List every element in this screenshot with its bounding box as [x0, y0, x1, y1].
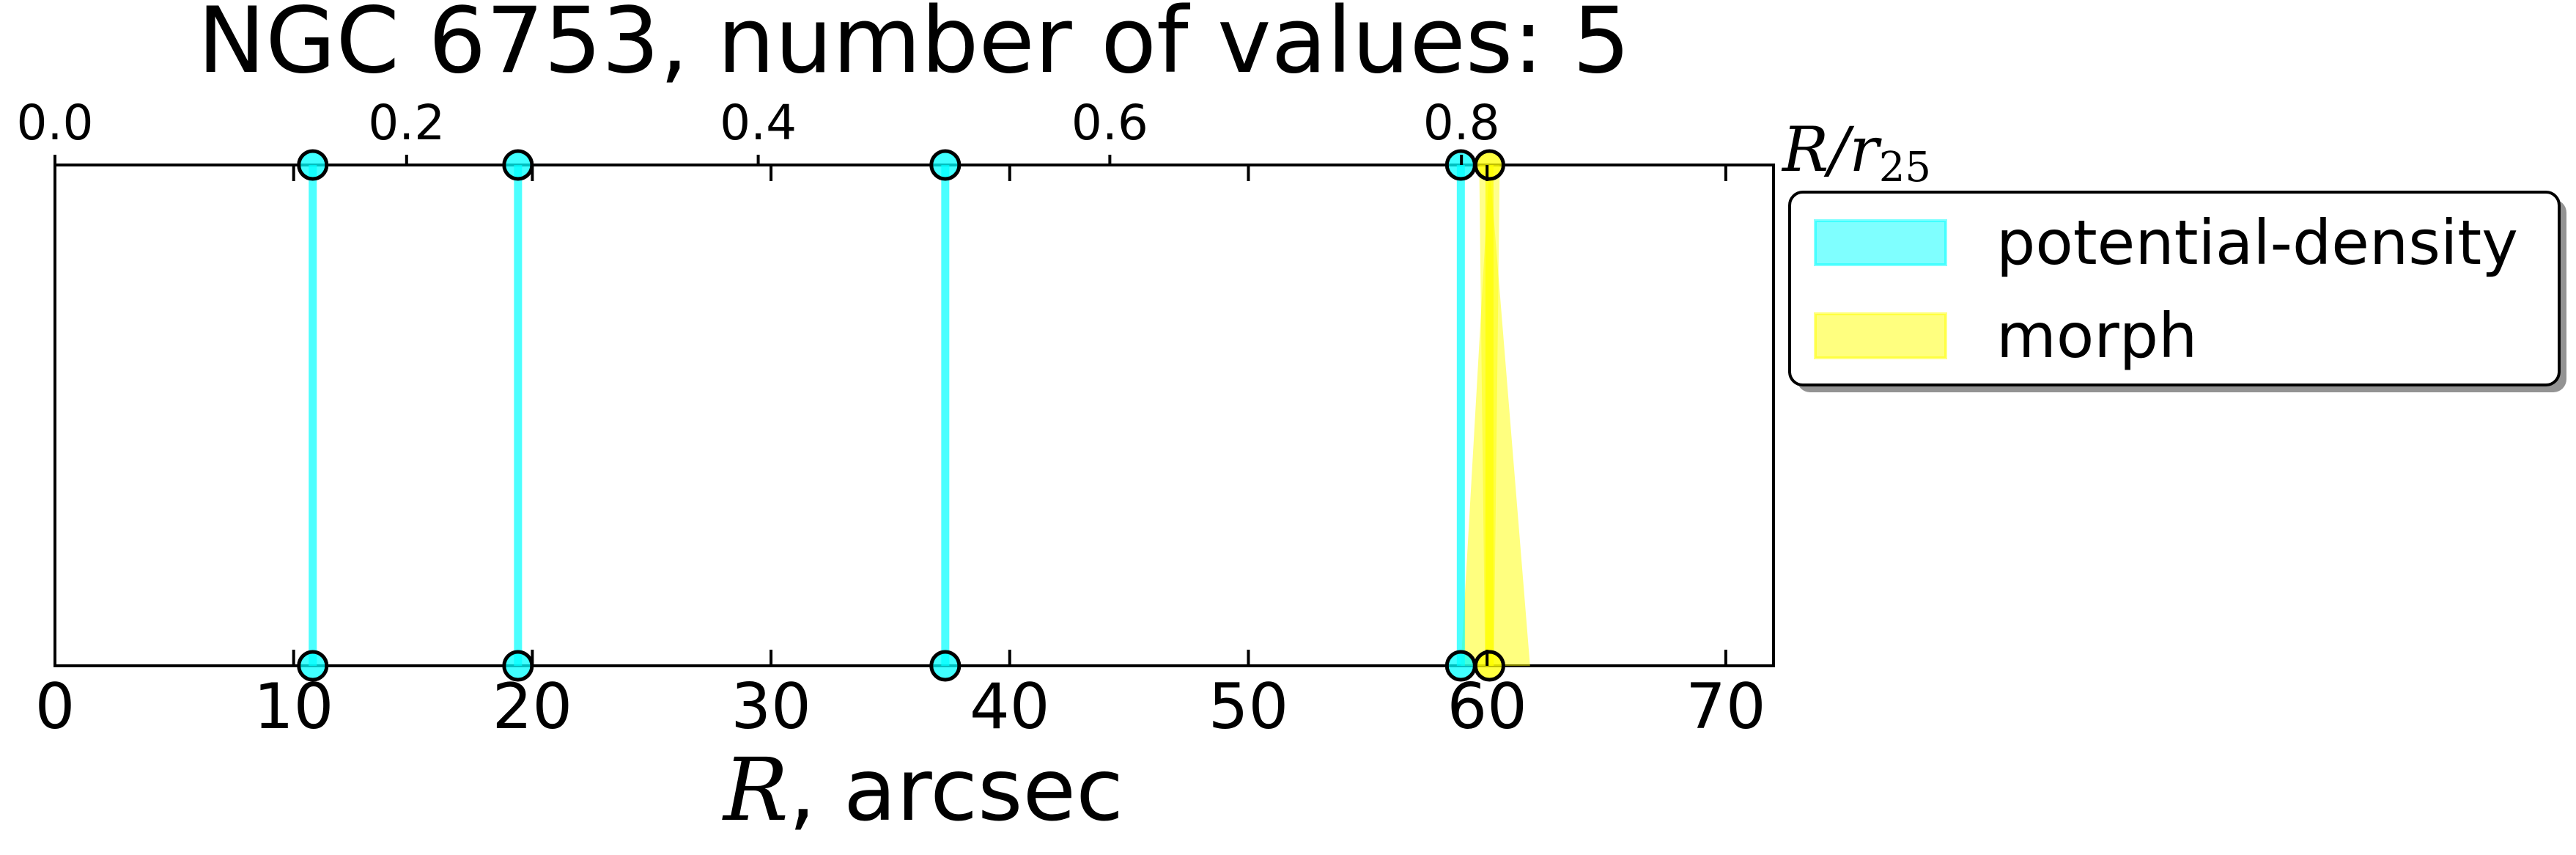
morph-point-0-bottom	[1473, 650, 1505, 682]
x-tick-label-7: 70	[1686, 670, 1765, 744]
x-tick-label-5: 50	[1208, 670, 1288, 744]
legend-label-potential-density: potential-density	[1996, 207, 2518, 279]
x2-tick-label-1: 0.2	[368, 95, 445, 151]
x2-tick-label-2: 0.4	[720, 95, 797, 151]
x2-axis-label-main: R/r	[1781, 114, 1883, 186]
x-axis-label: R, arcsec	[722, 739, 1123, 840]
legend-swatch-potential-density	[1814, 219, 1947, 266]
x-axis-label-unit: , arcsec	[789, 739, 1123, 840]
potential-density-point-0-bottom	[297, 650, 329, 682]
x2-axis-label: R/r25	[1781, 114, 1931, 191]
x2-axis-label-sub: 25	[1879, 144, 1931, 191]
potential-density-point-0-top	[297, 149, 329, 181]
chart-title: NGC 6753, number of values: 5	[198, 0, 1631, 94]
potential-density-point-2-bottom	[929, 650, 962, 682]
x-axis-label-symbol: R	[722, 739, 789, 840]
potential-density-point-1-top	[502, 149, 534, 181]
x-tick-label-3: 30	[731, 670, 811, 744]
potential-density-point-2-top	[929, 149, 962, 181]
x-tick-label-0: 0	[35, 670, 75, 744]
legend: potential-density morph	[1788, 191, 2566, 392]
x-tick-label-1: 10	[254, 670, 333, 744]
morph-error-band-0	[1461, 165, 1530, 666]
x2-tick-label-0: 0.0	[17, 95, 94, 151]
morph-point-0-top	[1473, 149, 1505, 181]
x2-tick-label-4: 0.8	[1423, 95, 1500, 151]
legend-label-morph: morph	[1996, 300, 2197, 372]
legend-swatch-morph	[1814, 312, 1947, 359]
plot-area	[53, 164, 1775, 667]
data-marks	[297, 149, 1530, 682]
x-tick-label-6: 60	[1447, 670, 1527, 744]
x-tick-label-2: 20	[492, 670, 572, 744]
bottom-axis-ticks: 0 10 20 30 40 50 60 70	[35, 165, 1766, 744]
x2-tick-label-3: 0.6	[1071, 95, 1148, 151]
top-axis-ticks: 0.0 0.2 0.4 0.6 0.8	[17, 95, 1500, 165]
x-tick-label-4: 40	[970, 670, 1049, 744]
